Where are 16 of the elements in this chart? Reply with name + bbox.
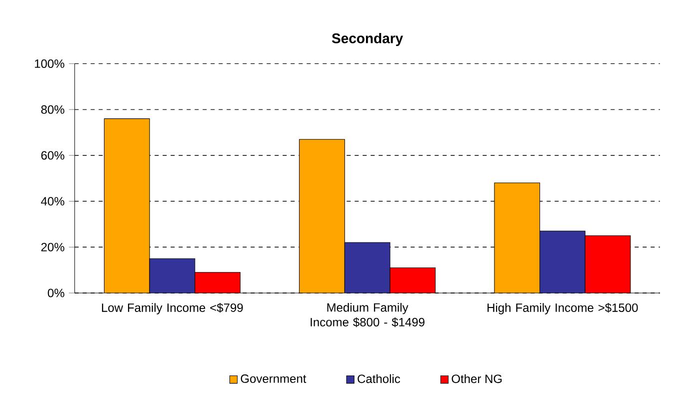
- x-tick-label: Low Family Income <$799: [102, 302, 243, 314]
- chart-title: Secondary: [332, 33, 404, 46]
- bar: [584, 235, 631, 293]
- y-tick-label: 0%: [48, 288, 64, 298]
- legend-label: Catholic: [358, 374, 400, 384]
- y-tick-label: 100%: [34, 59, 64, 68]
- x-tick-label: High Family Income >$1500: [488, 302, 638, 314]
- legend-label: Other NG: [452, 374, 502, 384]
- bar: [390, 268, 436, 293]
- legend-label: Government: [240, 374, 306, 383]
- y-tick-label: 20%: [41, 242, 64, 252]
- x-tick-label: Medium Family Income $800 - $1499: [310, 302, 424, 328]
- y-tick-label: 60%: [41, 151, 64, 160]
- y-tick-label: 40%: [40, 197, 64, 206]
- bar: [194, 272, 240, 293]
- y-tick-label: 80%: [41, 105, 64, 114]
